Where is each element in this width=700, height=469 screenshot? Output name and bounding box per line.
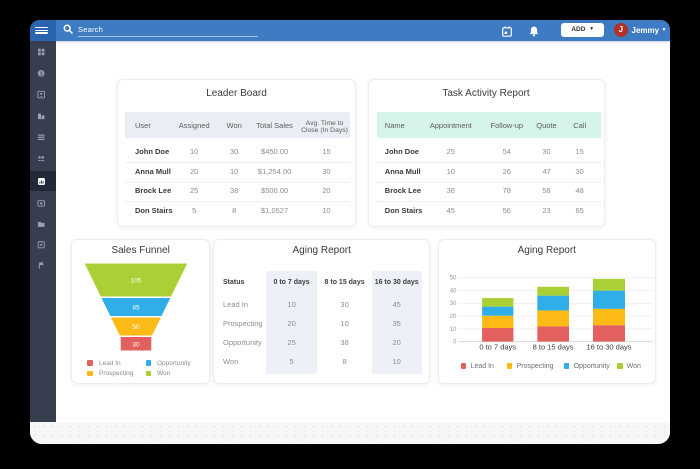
svg-text:40: 40 [449, 288, 456, 294]
svg-text:105: 105 [131, 278, 142, 285]
svg-text:20: 20 [449, 314, 456, 320]
svg-text:10: 10 [449, 327, 456, 333]
svg-text:16 to 30 days: 16 to 30 days [586, 343, 631, 352]
svg-text:$: $ [40, 71, 43, 77]
svg-text:50: 50 [449, 276, 456, 282]
svg-text:50: 50 [133, 324, 141, 331]
svg-text:0 to 7 days: 0 to 7 days [479, 343, 516, 352]
svg-text:0: 0 [453, 340, 457, 346]
svg-text:8 to 15 days: 8 to 15 days [532, 343, 573, 352]
svg-text:30: 30 [449, 301, 456, 307]
svg-text:30: 30 [133, 341, 141, 348]
svg-text:85: 85 [133, 305, 141, 312]
